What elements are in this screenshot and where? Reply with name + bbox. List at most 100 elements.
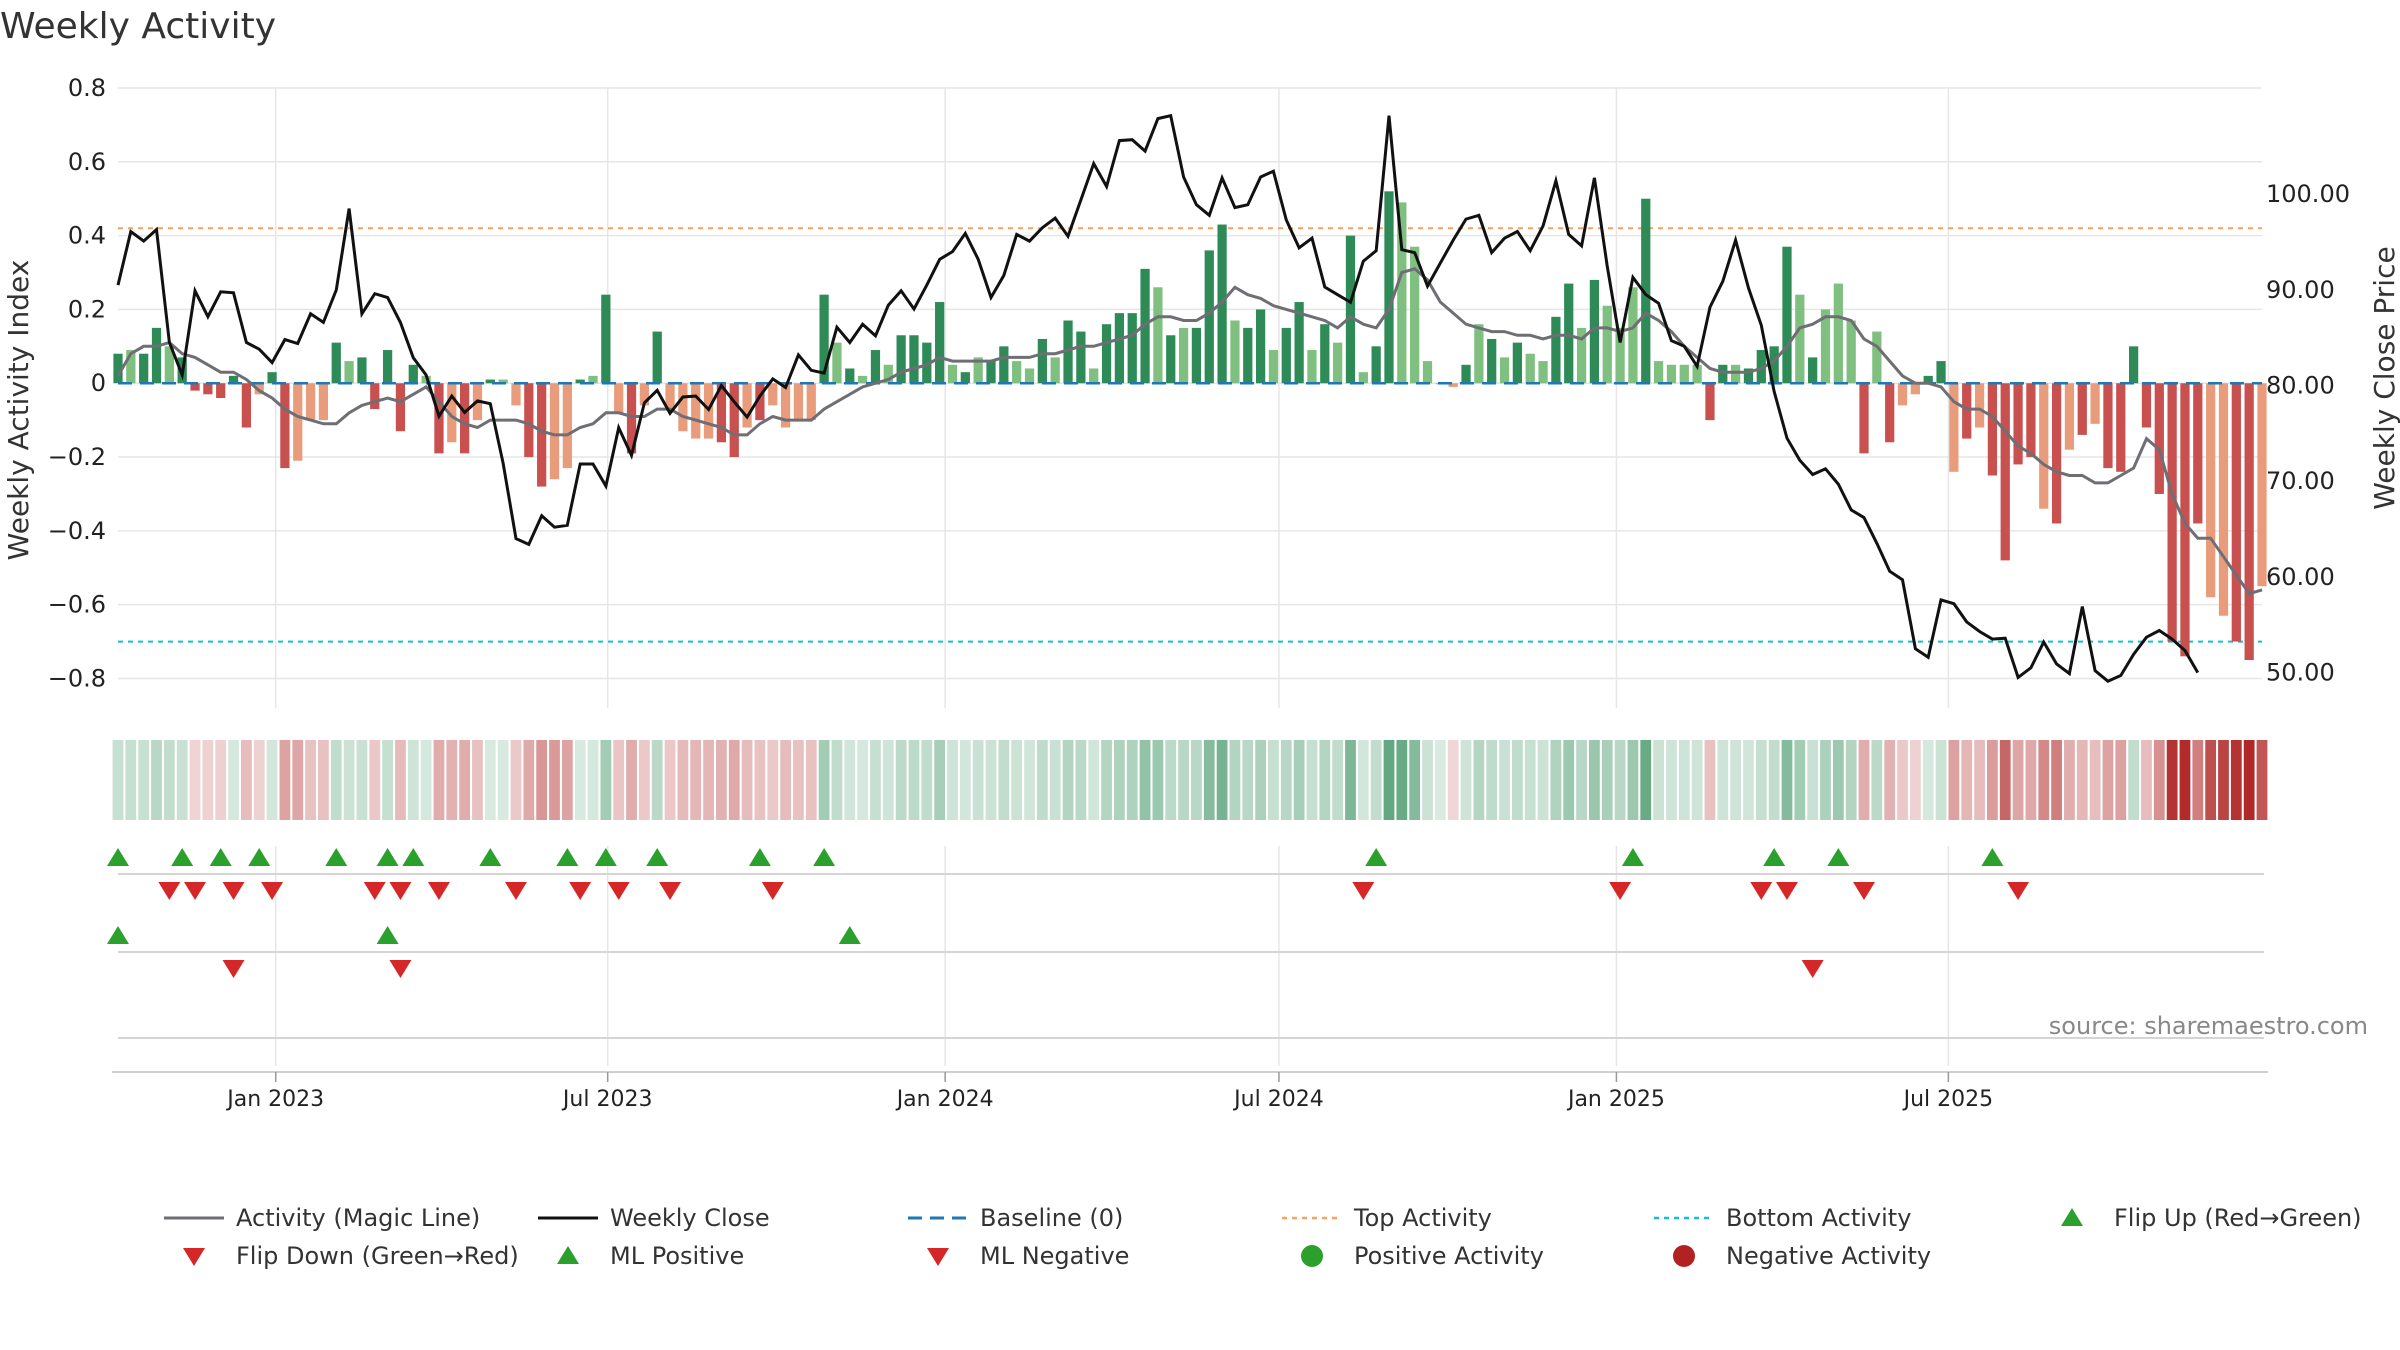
activity-bar (986, 361, 996, 384)
activity-bar (395, 383, 406, 432)
activity-bar (139, 353, 149, 384)
ribbon-cell (1820, 740, 1831, 820)
activity-bar (793, 383, 804, 421)
flip-down-marker (222, 960, 245, 978)
ribbon-cell (716, 740, 727, 820)
ribbon-cell (1589, 740, 1600, 820)
flip-down-marker (1352, 882, 1375, 900)
activity-bar (1076, 331, 1086, 384)
flip-up-marker (248, 848, 271, 866)
ribbon-cell (1550, 740, 1562, 820)
activity-bar (1114, 313, 1125, 384)
ribbon-cell (1922, 740, 1934, 820)
flip-up-marker (838, 926, 861, 944)
ribbon-cell (934, 740, 946, 820)
flip-up-marker (107, 926, 129, 944)
ribbon-cell (1049, 740, 1061, 820)
ribbon-cell (343, 740, 355, 820)
y-tick-label-left: 0.4 (68, 222, 106, 250)
ribbon-cell (2192, 740, 2204, 820)
flip-down-marker (761, 882, 784, 900)
ribbon-cell (1691, 740, 1703, 820)
ribbon-cell (2025, 740, 2037, 820)
ribbon-cell (1011, 740, 1023, 820)
activity-bar (1345, 235, 1356, 384)
ribbon-cell (2064, 740, 2075, 820)
ribbon-cell (1422, 740, 1433, 820)
ribbon-cell (1909, 740, 1921, 820)
ribbon-cell (857, 740, 869, 820)
activity-bar (1769, 346, 1779, 384)
activity-bar (870, 350, 881, 384)
activity-bar (1602, 305, 1612, 384)
x-axis: Jan 2023 Jul 2023 Jan 2024 Jul 2024 Jan 2025… (112, 1071, 2268, 1112)
y-tick-label-left: −0.6 (48, 591, 106, 619)
ribbon-cell (240, 740, 252, 820)
ribbon-cell (1345, 740, 1356, 820)
activity-bar (1679, 364, 1689, 384)
legend-item-magic-line: Activity (Magic Line) (164, 1204, 480, 1232)
ribbon-cell (1165, 740, 1177, 820)
activity-bar (1962, 383, 1972, 439)
ribbon-cell (754, 740, 766, 820)
flip-up-marker (1827, 848, 1850, 866)
activity-bar (1050, 357, 1060, 384)
activity-bar (626, 383, 637, 454)
flip-up-marker (479, 848, 502, 866)
flip-up-marker (594, 848, 617, 866)
activity-bar (164, 346, 174, 384)
activity-bar (1487, 338, 1497, 384)
series-lines (116, 113, 2263, 683)
ribbon-cell (1768, 740, 1780, 820)
ribbon-cell (2256, 740, 2268, 820)
legend-swatch (1301, 1245, 1323, 1267)
activity-bar (716, 383, 727, 443)
activity-bar (293, 383, 303, 461)
ribbon-cell (1306, 740, 1318, 820)
activity-bar (1653, 361, 1664, 384)
ribbon-cell (1113, 740, 1125, 820)
activity-bar (2116, 383, 2126, 472)
y-tick-label-left: 0.2 (68, 295, 106, 323)
activity-bar (678, 383, 688, 432)
activity-bar (1820, 309, 1831, 384)
ribbon-cell (574, 740, 586, 820)
ribbon-cell (369, 740, 381, 820)
flip-up-marker (209, 848, 232, 866)
flip-down-marker (389, 960, 412, 978)
activity-bar (485, 379, 495, 384)
ribbon-cell (176, 740, 188, 820)
activity-bar (305, 383, 316, 421)
ribbon-cell (1268, 740, 1279, 820)
activity-bar (1846, 320, 1856, 384)
activity-bar (1410, 246, 1420, 384)
activity-bar (1743, 368, 1754, 384)
legend-label: Baseline (0) (980, 1204, 1123, 1232)
activity-bar (331, 342, 341, 384)
ribbon-cell (587, 740, 599, 820)
ribbon-cell (690, 740, 702, 820)
x-tick-label: Jan 2023 (225, 1087, 324, 1112)
ribbon-cell (921, 740, 933, 820)
activity-bar (1589, 279, 1600, 384)
activity-bar (2026, 383, 2036, 458)
activity-bar (1371, 346, 1381, 384)
x-tick-label: Jul 2024 (1232, 1087, 1324, 1112)
activity-bar (1525, 353, 1535, 384)
activity-bar (909, 335, 919, 384)
activity-bar (447, 383, 457, 443)
legend: Activity (Magic Line) Weekly Close Baselin… (164, 1204, 2362, 1270)
activity-bar (1859, 383, 1869, 454)
activity-bar (511, 383, 521, 406)
ribbon-cell (497, 740, 509, 820)
activity-bar (280, 383, 290, 469)
activity-bar (2154, 383, 2164, 494)
y-tick-label-left: −0.2 (48, 443, 106, 471)
legend-swatch (927, 1248, 949, 1266)
activity-bar (1641, 198, 1651, 384)
activity-bar (1987, 383, 1998, 476)
activity-bar (267, 372, 277, 384)
activity-bars (113, 191, 2267, 661)
ribbon-cell (1524, 740, 1536, 820)
activity-bar (1692, 364, 1702, 384)
